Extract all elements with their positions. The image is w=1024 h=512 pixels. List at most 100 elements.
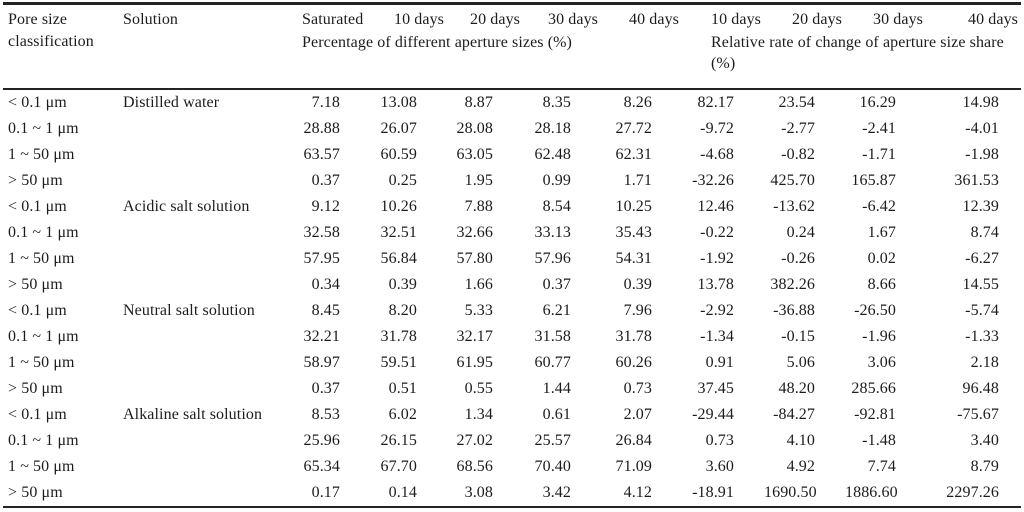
- solution-cell: [121, 272, 297, 298]
- value-cell: 63.05: [456, 146, 493, 163]
- value-cell: -4.68: [700, 146, 734, 163]
- value-cell: -0.26: [781, 250, 815, 267]
- value-cell: 1.71: [623, 172, 652, 189]
- table-row: 0.1 ~ 1 μm 32.21 31.78 32.17 31.58 31.78 -1.34…: [3, 324, 1021, 350]
- value-cell: 9.12: [311, 198, 340, 215]
- table-row: 0.1 ~ 1 μm 28.88 26.07 28.08 28.18 27.72 -9.72…: [3, 116, 1021, 142]
- value-cell: -6.27: [965, 250, 999, 267]
- value-cell: 2.18: [970, 354, 999, 371]
- value-cell: 1.34: [464, 406, 493, 423]
- value-cell: 59.51: [380, 354, 417, 371]
- solution-cell: Acidic salt solution: [123, 198, 250, 215]
- solution-cell: [121, 220, 297, 246]
- table-row: < 0.1 μm Distilled water 7.18 13.08 8.87 8.35…: [3, 89, 1021, 116]
- value-cell: 0.91: [705, 354, 734, 371]
- value-cell: -0.15: [781, 328, 815, 345]
- table-row: 0.1 ~ 1 μm 32.58 32.51 32.66 33.13 35.43 -0.22…: [3, 220, 1021, 246]
- value-cell: 28.18: [534, 120, 571, 137]
- value-cell: 13.08: [380, 94, 417, 111]
- value-cell: 26.07: [380, 120, 417, 137]
- value-cell: 37.45: [697, 380, 734, 397]
- value-cell: 32.51: [380, 224, 417, 241]
- value-cell: 4.10: [786, 432, 815, 449]
- table-row: > 50 μm 0.37 0.51 0.55 1.44 0.73 37.45 48.20 285…: [3, 376, 1021, 402]
- value-cell: 6.02: [388, 406, 417, 423]
- table-row: > 50 μm 0.37 0.25 1.95 0.99 1.71 -32.26 425.70 1…: [3, 168, 1021, 194]
- header-rate-40-days: 40 days: [967, 11, 1018, 28]
- value-cell: 0.51: [388, 380, 417, 397]
- value-cell: 7.96: [623, 302, 652, 319]
- value-cell: -84.27: [773, 406, 815, 423]
- pore-size-cell: 0.1 ~ 1 μm: [8, 120, 79, 137]
- header-rate-10-days: 10 days: [710, 11, 761, 28]
- solution-cell: [121, 324, 297, 350]
- value-cell: -1.96: [862, 328, 896, 345]
- value-cell: 32.21: [303, 328, 340, 345]
- pore-size-cell: 0.1 ~ 1 μm: [8, 328, 79, 345]
- value-cell: 56.84: [380, 250, 417, 267]
- value-cell: -92.81: [854, 406, 896, 423]
- value-cell: 0.37: [542, 276, 571, 293]
- value-cell: 2.07: [623, 406, 652, 423]
- value-cell: 12.46: [697, 198, 734, 215]
- value-cell: 2297.26: [946, 484, 999, 501]
- pore-size-cell: < 0.1 μm: [8, 302, 67, 319]
- value-cell: -2.92: [700, 302, 734, 319]
- header-pct-20-days: 20 days: [469, 11, 520, 28]
- value-cell: -75.67: [957, 406, 999, 423]
- table-body: < 0.1 μm Distilled water 7.18 13.08 8.87 8.35…: [3, 89, 1021, 507]
- value-cell: 70.40: [534, 458, 571, 475]
- value-cell: 32.58: [303, 224, 340, 241]
- value-cell: -36.88: [773, 302, 815, 319]
- value-cell: 1886.60: [845, 484, 898, 501]
- solution-cell: Distilled water: [123, 94, 220, 111]
- table-row: 1 ~ 50 μm 58.97 59.51 61.95 60.77 60.26 0.91 5.…: [3, 350, 1021, 376]
- value-cell: 10.25: [615, 198, 652, 215]
- solution-cell: [121, 480, 297, 507]
- value-cell: 7.88: [464, 198, 493, 215]
- value-cell: 1690.50: [764, 484, 817, 501]
- value-cell: 8.35: [542, 94, 571, 111]
- value-cell: -1.48: [862, 432, 896, 449]
- value-cell: 0.34: [311, 276, 340, 293]
- table-row: < 0.1 μm Alkaline salt solution 8.53 6.02 1.…: [3, 402, 1021, 428]
- solution-cell: [121, 116, 297, 142]
- value-cell: 0.37: [311, 380, 340, 397]
- value-cell: 10.26: [380, 198, 417, 215]
- value-cell: 61.95: [456, 354, 493, 371]
- value-cell: 71.09: [615, 458, 652, 475]
- value-cell: 8.79: [970, 458, 999, 475]
- pore-size-cell: 1 ~ 50 μm: [8, 354, 75, 371]
- value-cell: 54.31: [615, 250, 652, 267]
- value-cell: -1.34: [700, 328, 734, 345]
- pore-size-cell: 1 ~ 50 μm: [8, 458, 75, 475]
- value-cell: 0.73: [705, 432, 734, 449]
- aperture-size-table: Pore size classification Solution Satura…: [3, 2, 1021, 508]
- table-row: 1 ~ 50 μm 57.95 56.84 57.80 57.96 54.31 -1.92 -…: [3, 246, 1021, 272]
- header-pct-10-days: 10 days: [393, 11, 444, 28]
- value-cell: 3.60: [705, 458, 734, 475]
- value-cell: 8.66: [867, 276, 896, 293]
- value-cell: 1.44: [542, 380, 571, 397]
- value-cell: -4.01: [965, 120, 999, 137]
- value-cell: 1.66: [464, 276, 493, 293]
- value-cell: 0.73: [623, 380, 652, 397]
- value-cell: 7.18: [311, 94, 340, 111]
- value-cell: -29.44: [692, 406, 734, 423]
- value-cell: -32.26: [692, 172, 734, 189]
- value-cell: 60.59: [380, 146, 417, 163]
- solution-cell: [121, 428, 297, 454]
- value-cell: 0.37: [311, 172, 340, 189]
- pore-size-cell: > 50 μm: [8, 172, 63, 189]
- value-cell: 0.39: [623, 276, 652, 293]
- value-cell: 0.39: [388, 276, 417, 293]
- value-cell: 25.57: [534, 432, 571, 449]
- solution-cell: [121, 168, 297, 194]
- solution-cell: [121, 454, 297, 480]
- value-cell: 27.02: [456, 432, 493, 449]
- header-pore-size-classification: Pore size classification: [8, 11, 94, 50]
- value-cell: 0.99: [542, 172, 571, 189]
- value-cell: 28.88: [303, 120, 340, 137]
- table-row: > 50 μm 0.17 0.14 3.08 3.42 4.12 -18.91 1690.50…: [3, 480, 1021, 507]
